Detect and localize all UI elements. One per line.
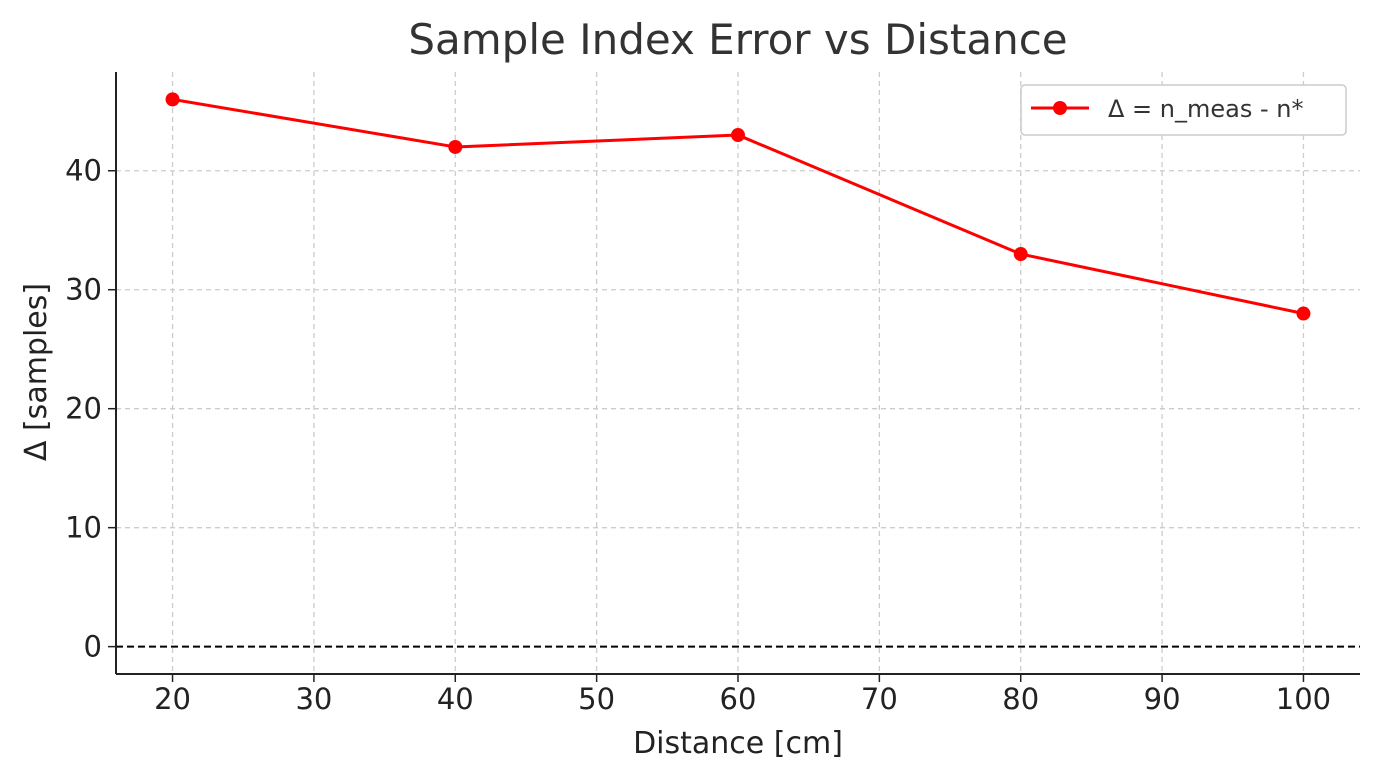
data-point	[1296, 306, 1311, 321]
x-tick-label: 40	[437, 682, 474, 716]
y-axis-label: Δ [samples]	[19, 283, 54, 461]
x-axis-label: Distance [cm]	[633, 726, 843, 761]
y-tick-label: 30	[65, 273, 102, 307]
legend-box	[1020, 84, 1347, 136]
x-tick-label: 50	[578, 682, 615, 716]
x-tick-label: 20	[154, 682, 191, 716]
y-tick-label: 20	[65, 392, 102, 426]
x-tick-label: 100	[1276, 682, 1331, 716]
data-point	[731, 128, 745, 143]
legend-marker	[1053, 101, 1067, 115]
data-point	[1013, 247, 1028, 262]
y-tick-label: 40	[65, 154, 102, 188]
grid	[116, 72, 1360, 674]
x-tick-label: 30	[295, 682, 332, 716]
legend: Δ = n_meas - n*	[1020, 84, 1347, 136]
legend-label: Δ = n_meas - n*	[1108, 95, 1303, 123]
x-tick-label: 90	[1144, 682, 1181, 716]
series-layer	[165, 92, 1311, 321]
chart-title: Sample Index Error vs Distance	[408, 15, 1067, 64]
x-tick-label: 60	[720, 682, 757, 716]
y-tick-label: 10	[65, 511, 102, 545]
x-tick-label: 80	[1002, 682, 1039, 716]
y-tick-label: 0	[84, 630, 102, 664]
data-point	[448, 139, 463, 154]
data-point	[165, 92, 180, 107]
ticks: 20 30 40 50 60 70 80 90 100 0 10 20 30 40	[65, 154, 1331, 716]
x-tick-label: 70	[861, 682, 898, 716]
